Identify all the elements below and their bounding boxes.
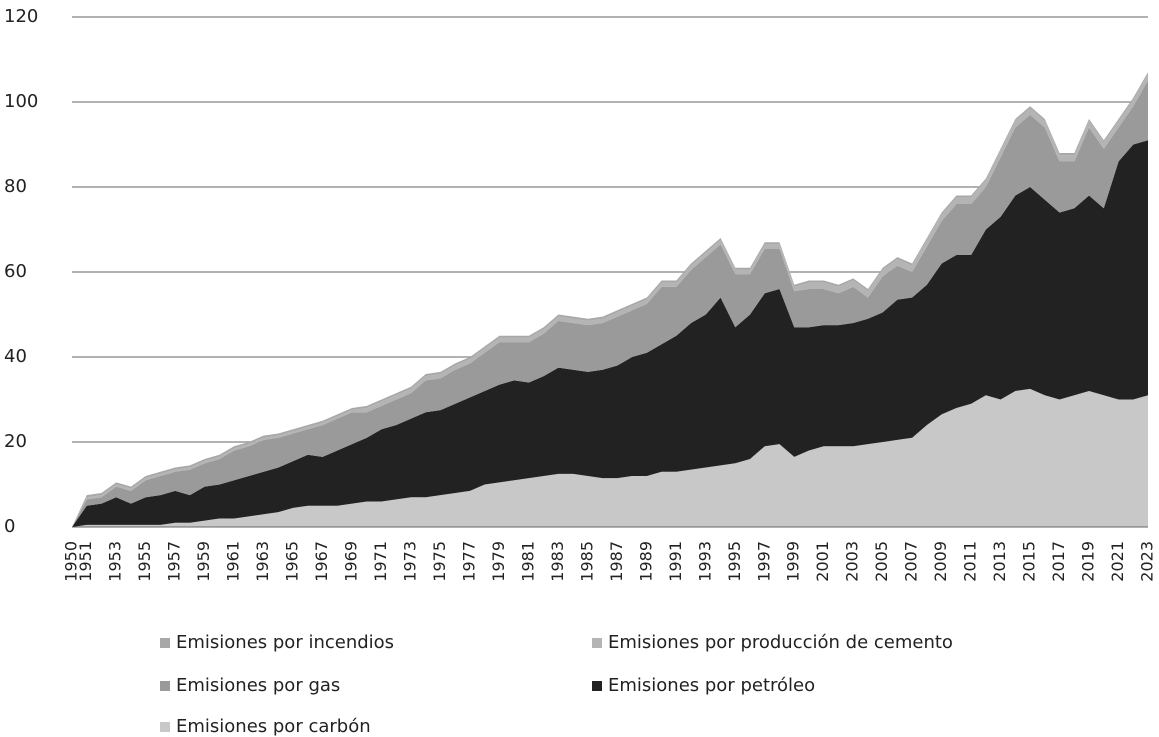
x-tick-label: 1983 xyxy=(548,541,567,582)
x-tick-label: 1977 xyxy=(459,541,478,582)
area xyxy=(72,140,1148,527)
x-tick-label: 2017 xyxy=(1049,541,1068,582)
x-tick-label: 2023 xyxy=(1138,541,1157,582)
y-tick-label: 40 xyxy=(4,346,27,367)
x-tick-label: 1957 xyxy=(165,541,184,582)
legend-swatch xyxy=(160,638,170,648)
x-tick-label: 1961 xyxy=(224,541,243,582)
x-tick-label: 1995 xyxy=(725,541,744,582)
legend-label: Emisiones por gas xyxy=(176,675,340,696)
x-tick-label: 2011 xyxy=(961,541,980,582)
legend-swatch xyxy=(160,722,170,732)
area xyxy=(72,74,1148,527)
x-tick-label: 2015 xyxy=(1020,541,1039,582)
x-tick-label: 1979 xyxy=(489,541,508,582)
x-tick-label: 1993 xyxy=(695,541,714,582)
y-tick-label: 60 xyxy=(4,261,27,282)
x-tick-label: 2003 xyxy=(843,541,862,582)
x-tick-label: 1969 xyxy=(342,541,361,582)
x-tick-label: 1987 xyxy=(607,541,626,582)
legend-label: Emisiones por petróleo xyxy=(608,675,815,696)
legend-swatch xyxy=(592,638,602,648)
x-tick-label: 1965 xyxy=(283,541,302,582)
x-tick-label: 1999 xyxy=(784,541,803,582)
x-tick-label: 1963 xyxy=(253,541,272,582)
x-tick-label: 1953 xyxy=(106,541,125,582)
x-tick-label: 1981 xyxy=(518,541,537,582)
x-tick-label: 1975 xyxy=(430,541,449,582)
legend-label: Emisiones por incendios xyxy=(176,632,394,653)
y-tick-label: 0 xyxy=(4,516,15,537)
x-tick-label: 2019 xyxy=(1079,541,1098,582)
x-tick-label: 1985 xyxy=(577,541,596,582)
legend-swatch xyxy=(592,681,602,691)
legend-swatch xyxy=(160,681,170,691)
x-tick-label: 2005 xyxy=(872,541,891,582)
y-tick-label: 20 xyxy=(4,431,27,452)
y-tick-label: 100 xyxy=(4,91,38,112)
y-tick-label: 80 xyxy=(4,176,27,197)
y-tick-label: 120 xyxy=(4,6,38,27)
x-tick-label: 2009 xyxy=(931,541,950,582)
x-tick-label: 1997 xyxy=(754,541,773,582)
x-tick-label: 1973 xyxy=(401,541,420,582)
area xyxy=(72,388,1148,527)
legend-label: Emisiones por producción de cemento xyxy=(608,632,953,653)
x-tick-label: 2013 xyxy=(990,541,1009,582)
x-tick-label: 1955 xyxy=(135,541,154,582)
area xyxy=(72,72,1148,527)
x-tick-label: 1967 xyxy=(312,541,331,582)
x-tick-label: 1959 xyxy=(194,541,213,582)
x-tick-label: 2001 xyxy=(813,541,832,582)
x-tick-label: 2007 xyxy=(902,541,921,582)
area xyxy=(72,80,1148,527)
x-tick-label: 1950 xyxy=(62,541,81,582)
x-tick-label: 2021 xyxy=(1108,541,1127,582)
x-tick-label: 1951 xyxy=(76,541,95,582)
legend-label: Emisiones por carbón xyxy=(176,716,371,737)
x-tick-label: 1989 xyxy=(636,541,655,582)
x-tick-label: 1971 xyxy=(371,541,390,582)
x-tick-label: 1991 xyxy=(666,541,685,582)
